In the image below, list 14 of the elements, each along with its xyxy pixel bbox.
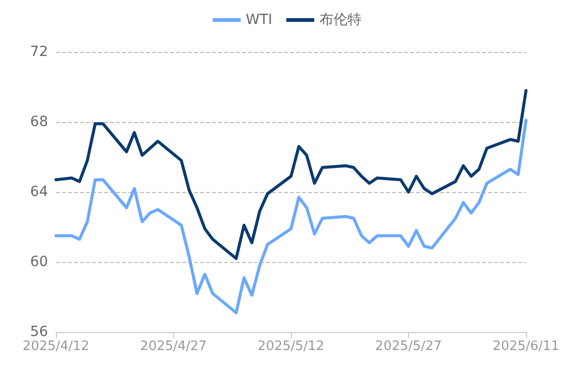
legend-label: 布伦特 [319, 12, 362, 28]
y-tick-label: 64 [30, 184, 48, 200]
x-tick-label: 2025/4/12 [22, 339, 90, 354]
x-tick-label: 2025/5/12 [258, 339, 324, 354]
x-tick-label: 2025/5/27 [375, 339, 442, 354]
y-tick-label: 56 [30, 324, 48, 340]
line-series [54, 118, 528, 314]
line-series [54, 89, 528, 260]
y-tick-label: 60 [30, 254, 48, 270]
y-tick-label: 68 [30, 114, 48, 130]
y-tick-label: 72 [30, 44, 48, 60]
legend-label: WTI [246, 12, 272, 28]
x-tick-label: 2025/6/11 [492, 339, 560, 354]
x-tick-label: 2025/4/27 [140, 339, 207, 354]
